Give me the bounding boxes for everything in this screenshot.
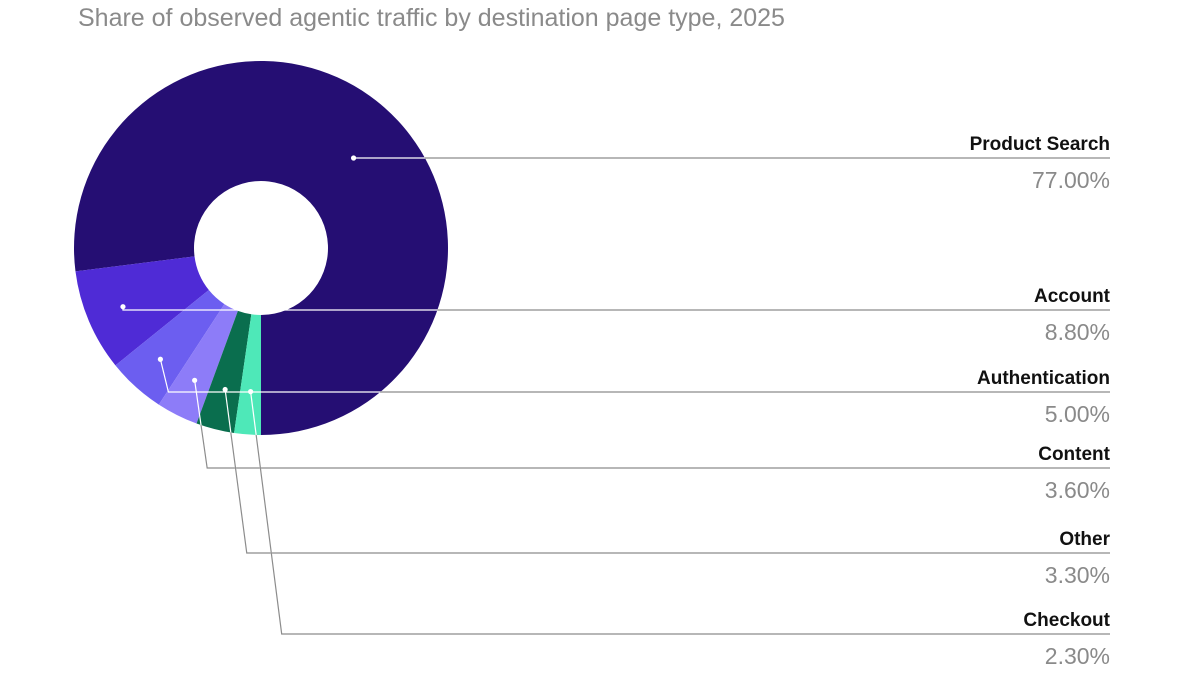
value-other: 3.30%: [1045, 562, 1110, 588]
leader-dot-product-search: [350, 155, 357, 161]
value-account: 8.80%: [1045, 319, 1110, 345]
value-checkout: 2.30%: [1045, 643, 1110, 669]
leader-dot-content: [192, 377, 198, 383]
slice-product-search: [74, 61, 449, 436]
slice-other: [196, 310, 252, 434]
slices-group: [74, 61, 449, 436]
label-account: Account: [1034, 286, 1111, 307]
value-content: 3.60%: [1045, 477, 1110, 503]
callouts-group: Product Search 77.00% Account 8.80% Authenti…: [120, 134, 1111, 669]
leader-dot-other: [222, 386, 228, 393]
slice-authentication: [115, 290, 225, 405]
slice-checkout: [234, 314, 261, 435]
leader-line-checkout: [250, 391, 1110, 635]
leader-dot-checkout: [248, 389, 254, 395]
value-authentication: 5.00%: [1045, 401, 1110, 427]
leader-inner-checkout: [250, 391, 1110, 635]
label-authentication: Authentication: [977, 368, 1110, 389]
label-product-search: Product Search: [970, 134, 1110, 155]
value-product-search: 77.00%: [1032, 167, 1110, 193]
slice-account: [75, 256, 209, 366]
chart-title: Share of observed agentic traffic by des…: [78, 4, 785, 32]
leader-dot-account: [120, 304, 126, 310]
leader-dot-authentication: [157, 356, 163, 362]
label-other: Other: [1059, 529, 1110, 550]
leader-line-other: [224, 389, 1110, 554]
label-checkout: Checkout: [1023, 610, 1110, 631]
label-content: Content: [1038, 444, 1110, 465]
leader-inner-other: [224, 389, 1110, 554]
slice-content: [158, 304, 238, 424]
